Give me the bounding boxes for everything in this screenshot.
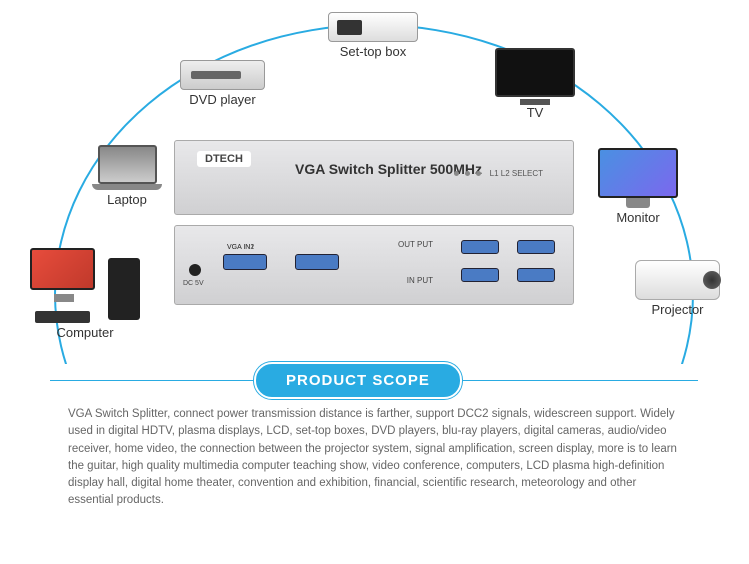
device-projector: Projector [635,260,720,317]
laptop-label: Laptop [92,192,162,207]
output-label: OUT PUT [398,240,433,249]
vga-out3-icon [461,268,499,282]
projector-icon [635,260,720,300]
computer-icon [30,248,140,323]
device-laptop: Laptop [92,145,162,207]
dc-jack-icon [189,264,201,276]
monitor-icon [598,148,678,208]
product-center: DTECH VGA Switch Splitter 500MHz L1 L2 S… [174,140,574,305]
settop-icon [328,12,418,42]
brand-badge: DTECH [197,151,251,167]
vga-in2-icon [295,254,339,270]
tv-label: TV [495,105,575,120]
device-monitor: Monitor [598,148,678,225]
description-text: VGA Switch Splitter, connect power trans… [68,406,680,510]
scope-badge: PRODUCT SCOPE [254,362,462,399]
device-settop: Set-top box [328,12,418,59]
dc-label: DC 5V [183,280,204,287]
indicator-labels: L1 L2 SELECT [454,169,543,178]
indicator-text: L1 L2 SELECT [490,169,543,178]
device-tv: TV [495,48,575,120]
vga-out4-icon [517,268,555,282]
dvd-icon [180,60,265,90]
device-dvd: DVD player [180,60,265,107]
input-ports: VGA IN1 VGA IN2 [223,254,339,275]
in2-label: VGA IN2 [227,244,254,251]
dvd-label: DVD player [180,92,265,107]
output-ports [461,240,555,282]
vga-out1-icon [461,240,499,254]
settop-label: Set-top box [328,44,418,59]
tv-icon [495,48,575,103]
vga-out2-icon [517,240,555,254]
computer-label: Computer [30,325,140,340]
projector-label: Projector [635,302,720,317]
monitor-label: Monitor [598,210,678,225]
input-label: IN PUT [407,276,433,285]
device-computer: Computer [30,248,140,340]
product-front-panel: DTECH VGA Switch Splitter 500MHz L1 L2 S… [174,140,574,215]
laptop-icon [92,145,162,190]
product-rear-panel: DC 5V VGA IN1 VGA IN2 OUT PUT IN PUT [174,225,574,305]
vga-in1-icon [223,254,267,270]
